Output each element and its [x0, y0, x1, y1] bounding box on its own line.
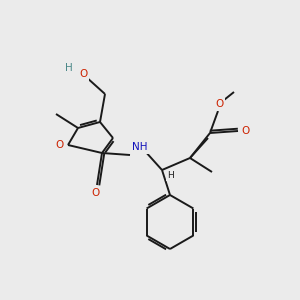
Text: H: H	[65, 63, 73, 73]
Text: NH: NH	[132, 142, 148, 152]
Text: O: O	[56, 140, 64, 150]
Text: O: O	[91, 188, 99, 198]
Text: O: O	[79, 69, 87, 79]
Text: O: O	[241, 126, 249, 136]
Text: O: O	[215, 99, 223, 109]
Text: H: H	[167, 172, 173, 181]
